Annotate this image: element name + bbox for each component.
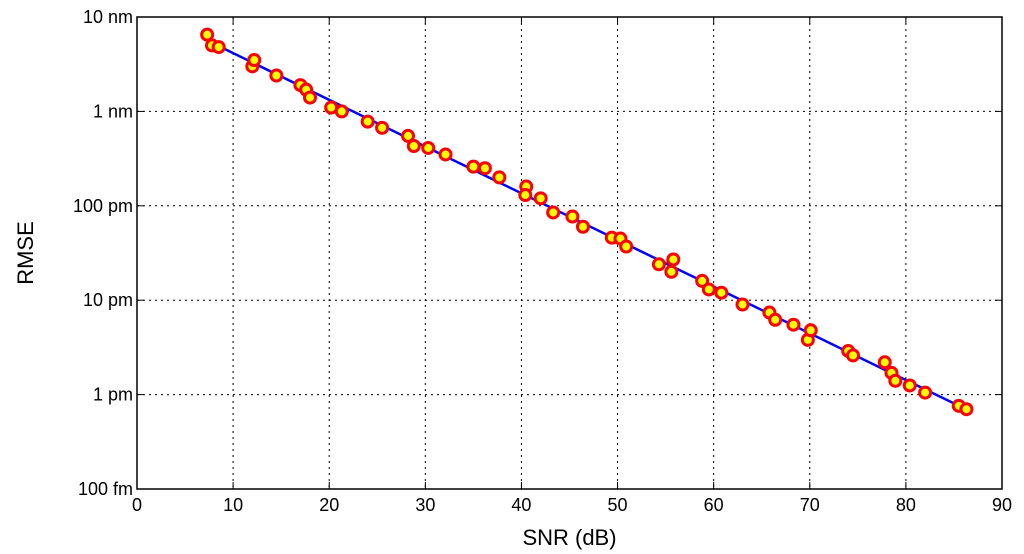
- data-point: [666, 252, 681, 267]
- data-point: [492, 170, 507, 185]
- data-point: [959, 402, 974, 417]
- x-axis-ticks: 0 10 20 30 40 50 60 70 80 90: [132, 17, 1012, 515]
- plot-background: [137, 17, 1002, 489]
- data-point: [714, 285, 729, 300]
- data-point: [575, 219, 590, 234]
- data-point: [438, 147, 453, 162]
- data-point: [701, 282, 716, 297]
- data-point: [360, 114, 375, 129]
- data-point: [518, 188, 533, 203]
- y-tick-label: 10 nm: [83, 7, 133, 27]
- data-point: [533, 191, 548, 206]
- grid: [137, 17, 1002, 489]
- data-point: [546, 205, 561, 220]
- data-point: [401, 128, 416, 143]
- data-point: [247, 53, 262, 68]
- data-point: [466, 159, 481, 174]
- y-tick-label: 10 pm: [83, 290, 133, 310]
- data-point: [269, 68, 284, 83]
- data-point: [695, 273, 710, 288]
- data-point: [619, 239, 634, 254]
- data-point: [846, 348, 861, 363]
- data-point: [803, 323, 818, 338]
- data-point: [421, 140, 436, 155]
- data-point: [406, 139, 421, 154]
- data-point: [200, 27, 215, 42]
- data-point: [735, 297, 750, 312]
- scatter-series: [200, 27, 974, 417]
- y-axis-label: RMSE: [13, 221, 38, 285]
- data-point: [888, 373, 903, 388]
- plot-frame: [136, 16, 1003, 490]
- x-tick-label: 90: [992, 495, 1012, 515]
- y-tick-label: 100 fm: [78, 479, 133, 499]
- data-point: [651, 257, 666, 272]
- data-point: [918, 385, 933, 400]
- x-tick-label: 50: [608, 495, 628, 515]
- y-tick-label: 1 nm: [93, 101, 133, 121]
- data-point: [786, 317, 801, 332]
- x-tick-label: 60: [704, 495, 724, 515]
- data-point: [303, 90, 317, 105]
- data-point: [877, 355, 892, 370]
- x-tick-label: 10: [223, 495, 243, 515]
- x-tick-label: 40: [511, 495, 531, 515]
- data-point: [477, 161, 492, 176]
- data-point: [334, 104, 349, 119]
- x-tick-label: 30: [415, 495, 435, 515]
- x-tick-label: 70: [800, 495, 820, 515]
- x-tick-label: 20: [319, 495, 339, 515]
- x-tick-label: 0: [132, 495, 142, 515]
- x-axis-label: SNR (dB): [522, 525, 616, 550]
- y-tick-label: 1 pm: [93, 385, 133, 405]
- data-point: [768, 312, 783, 327]
- data-point: [211, 40, 226, 55]
- y-axis-ticks: 100 fm 1 pm 10 pm 100 pm 1 nm 10 nm: [73, 7, 1002, 499]
- data-point: [664, 264, 679, 279]
- x-tick-label: 80: [896, 495, 916, 515]
- data-point: [565, 209, 580, 224]
- data-point: [375, 120, 390, 135]
- data-point: [902, 378, 917, 393]
- y-tick-label: 100 pm: [73, 196, 133, 216]
